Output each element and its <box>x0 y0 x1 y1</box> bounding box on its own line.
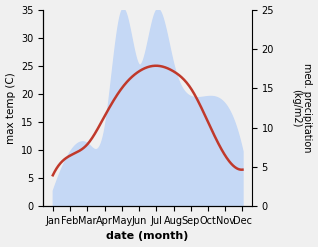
X-axis label: date (month): date (month) <box>107 231 189 242</box>
Y-axis label: med. precipitation
(kg/m2): med. precipitation (kg/m2) <box>291 63 313 153</box>
Y-axis label: max temp (C): max temp (C) <box>5 72 16 144</box>
